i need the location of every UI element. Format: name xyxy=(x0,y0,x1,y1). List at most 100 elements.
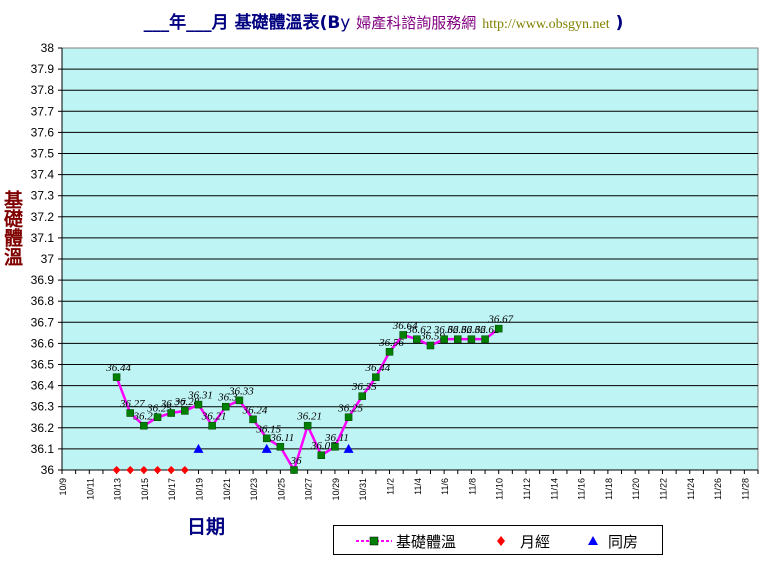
bbt-data-label: 36 xyxy=(290,455,303,467)
x-tick-label: 10/27 xyxy=(304,478,314,501)
y-tick-label: 37.9 xyxy=(31,62,55,76)
bbt-data-label: 36.11 xyxy=(324,432,349,444)
y-tick-label: 38 xyxy=(41,41,55,55)
bbt-data-label: 36.27 xyxy=(160,398,186,410)
bbt-data-label: 36.44 xyxy=(365,362,391,374)
title-by-prefix: (B xyxy=(319,13,341,33)
bbt-point xyxy=(399,331,407,339)
y-tick-label: 37.7 xyxy=(31,104,55,118)
period-marker xyxy=(126,466,135,474)
x-tick-label: 10/17 xyxy=(167,478,177,501)
period-marker xyxy=(139,466,148,474)
y-tick-label: 36 xyxy=(41,463,55,477)
x-tick-label: 11/4 xyxy=(413,478,423,495)
bbt-data-label: 36.62 xyxy=(460,324,486,336)
bbt-point xyxy=(467,335,476,343)
y-tick-label: 36.6 xyxy=(31,336,55,350)
legend-period-label: 月經 xyxy=(520,533,551,551)
bbt-point xyxy=(413,335,421,343)
x-tick-label: 10/25 xyxy=(276,478,286,501)
x-tick-label: 10/15 xyxy=(140,478,150,501)
x-tick-label: 10/19 xyxy=(194,478,204,501)
bbt-data-label: 36.25 xyxy=(337,402,363,414)
x-tick-label: 11/14 xyxy=(549,478,559,500)
bbt-data-label: 36.33 xyxy=(228,385,254,397)
bbt-data-label: 36.07 xyxy=(310,440,336,452)
bbt-data-label: 36.28 xyxy=(173,396,199,408)
bbt-point xyxy=(385,348,394,356)
title-close: ) xyxy=(615,13,624,33)
bbt-data-label: 36.56 xyxy=(378,337,404,349)
x-tick-label: 11/10 xyxy=(495,478,505,500)
bbt-data-label: 36.62 xyxy=(446,324,472,336)
y-tick-label: 36.8 xyxy=(31,294,55,308)
x-tick-label: 10/29 xyxy=(331,478,341,501)
y-tick-label: 37.3 xyxy=(31,189,55,203)
bbt-point xyxy=(372,373,380,381)
bbt-data-label: 36.27 xyxy=(119,398,145,410)
x-tick-label: 10/21 xyxy=(222,478,232,501)
bbt-point xyxy=(454,335,462,343)
x-tick-label: 11/12 xyxy=(522,478,532,500)
bbt-point xyxy=(276,443,285,451)
title-blank-year: ___年___月 xyxy=(143,13,229,33)
bbt-point xyxy=(112,373,121,381)
bbt-data-label: 36.24 xyxy=(242,404,268,416)
y-tick-label: 36.3 xyxy=(31,400,55,414)
bbt-point xyxy=(344,413,353,421)
bbt-data-label: 36.21 xyxy=(133,411,159,423)
x-tick-label: 11/18 xyxy=(604,478,614,500)
legend-intercourse-swatch xyxy=(588,536,598,545)
bbt-data-label: 36.44 xyxy=(105,362,131,374)
y-tick-label: 37.8 xyxy=(31,83,55,97)
bbt-data-label: 36.21 xyxy=(201,411,227,423)
x-tick-label: 11/22 xyxy=(658,478,668,500)
y-tick-label: 37.5 xyxy=(31,147,55,161)
period-marker xyxy=(180,466,189,474)
bbt-point xyxy=(222,402,230,411)
y-tick-label: 36.5 xyxy=(31,358,55,372)
title-site: 婦產科諮詢服務網 xyxy=(356,14,477,32)
bbt-data-label: 36.15 xyxy=(255,423,281,435)
x-tick-label: 11/20 xyxy=(631,478,641,500)
x-tick-label: 10/9 xyxy=(58,478,68,496)
bbt-data-label: 36.67 xyxy=(487,314,513,326)
bbt-point xyxy=(331,443,339,451)
bbt-point xyxy=(290,466,298,474)
bbt-data-label: 36.62 xyxy=(433,324,459,336)
intercourse-marker xyxy=(343,443,354,453)
bbt-data-label: 36.25 xyxy=(146,402,172,414)
y-tick-label: 37.2 xyxy=(31,210,55,224)
period-marker xyxy=(112,466,121,474)
bbt-point xyxy=(494,324,503,333)
y-tick-label: 36.1 xyxy=(31,442,55,456)
bbt-point xyxy=(440,335,448,343)
x-tick-label: 10/23 xyxy=(249,478,259,501)
intercourse-marker xyxy=(261,443,272,453)
title-main: 基礎體溫表 xyxy=(234,13,320,33)
x-axis-label: 日期 xyxy=(187,516,226,538)
x-tick-label: 11/28 xyxy=(740,478,750,500)
y-tick-label: 36.9 xyxy=(31,273,55,287)
x-tick-label: 11/2 xyxy=(386,478,396,495)
bbt-data-label: 36.62 xyxy=(474,324,500,336)
x-tick-label: 11/26 xyxy=(713,478,723,500)
y-tick-label: 37 xyxy=(41,252,55,266)
y-tick-label: 37.6 xyxy=(31,125,55,139)
bbt-point xyxy=(426,341,435,350)
chart-title: ___年___月 基礎體溫表(By 婦產科諮詢服務網 http://www.ob… xyxy=(0,8,767,33)
intercourse-marker xyxy=(193,443,204,453)
y-tick-label: 36.4 xyxy=(31,379,55,393)
title-by-y: y xyxy=(340,13,351,33)
bbt-data-label: 36.11 xyxy=(269,432,294,444)
bbt-data-label: 36.64 xyxy=(392,320,418,332)
title-url[interactable]: http://www.obsgyn.net xyxy=(482,17,610,32)
bbt-point xyxy=(235,396,244,405)
bbt-point xyxy=(181,407,189,415)
legend-period-swatch xyxy=(497,536,505,546)
bbt-data-label: 36.31 xyxy=(187,390,213,402)
x-tick-label: 10/13 xyxy=(113,478,123,501)
x-tick-label: 10/31 xyxy=(358,478,368,501)
bbt-point xyxy=(249,415,257,424)
